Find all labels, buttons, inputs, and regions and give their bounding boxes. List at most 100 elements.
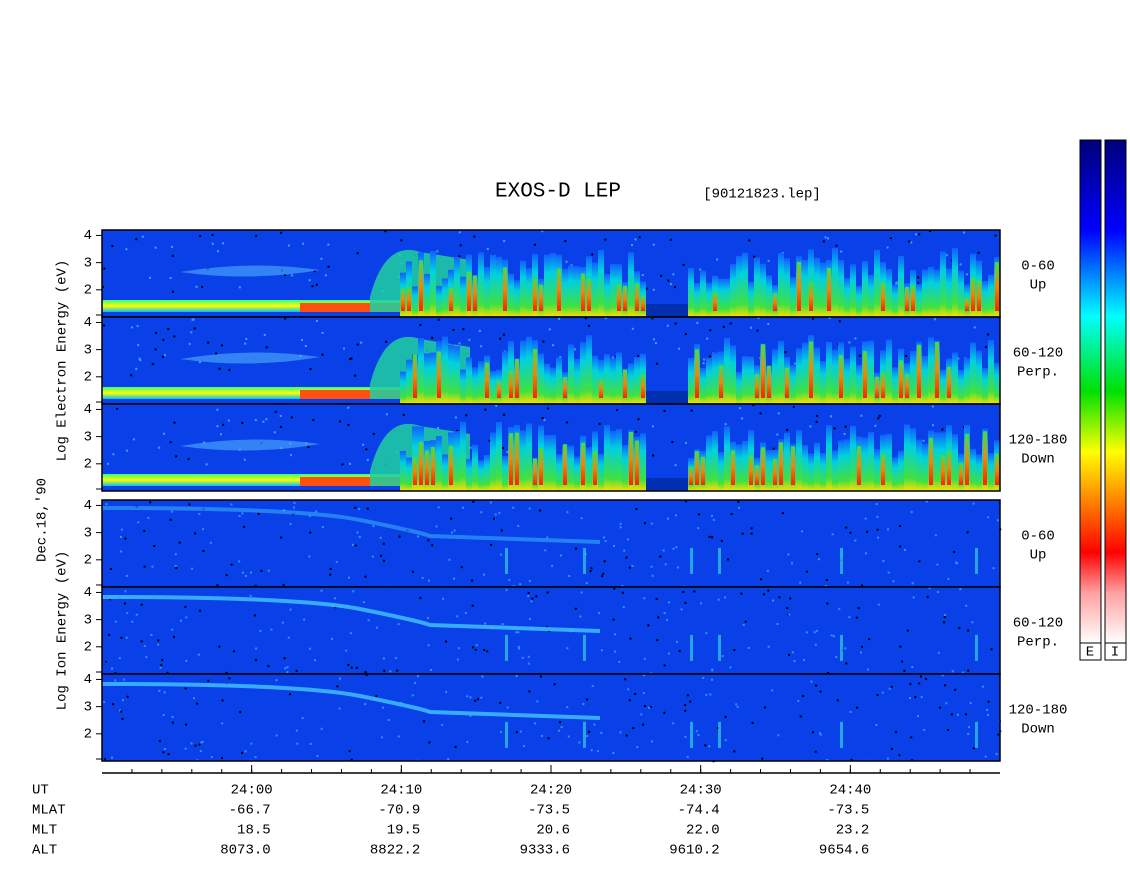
spectrogram-column [436, 286, 442, 317]
noise [289, 523, 292, 526]
noise [777, 412, 780, 415]
noise [826, 602, 829, 605]
noise [130, 374, 133, 377]
noise [154, 348, 157, 351]
noise [911, 759, 914, 762]
noise [874, 424, 877, 427]
y-tick-label: 3 [84, 255, 92, 271]
noise [712, 518, 715, 521]
panel-label: Up [1030, 278, 1047, 294]
noise [531, 597, 534, 600]
noise [911, 582, 914, 585]
noise [744, 620, 747, 623]
spectrogram-band [300, 477, 400, 486]
y-tick-label: 4 [84, 315, 92, 331]
noise [364, 671, 367, 674]
spectrogram-core [995, 262, 999, 311]
noise [997, 733, 1000, 736]
spectrogram-column [616, 429, 622, 491]
orbit-value: -70.9 [378, 803, 420, 819]
noise [462, 506, 465, 509]
spectrogram-spike [505, 634, 508, 661]
spectrogram-column [790, 365, 796, 404]
noise [517, 524, 520, 527]
panel-label: Down [1021, 722, 1055, 738]
spectrogram-column [928, 337, 934, 404]
noise [667, 279, 670, 282]
orbit-row-name: MLT [32, 823, 57, 839]
spectrogram-column [688, 357, 694, 404]
noise [238, 560, 241, 563]
orbit-value: 8073.0 [220, 843, 270, 859]
spectrogram-column [544, 363, 550, 404]
noise [729, 322, 732, 325]
panel-label: 120-180 [1009, 433, 1068, 449]
noise [631, 564, 634, 567]
spectrogram-column [478, 361, 484, 404]
noise [663, 409, 666, 412]
noise [102, 286, 105, 289]
spectrogram-column [994, 362, 1000, 404]
noise [586, 735, 589, 738]
noise [354, 506, 357, 509]
noise [351, 543, 354, 546]
noise [986, 333, 989, 336]
noise [816, 553, 819, 556]
noise [542, 340, 545, 343]
spectrogram-column [778, 340, 784, 404]
noise [777, 734, 780, 737]
noise [125, 248, 128, 251]
noise [281, 621, 284, 624]
noise [315, 510, 318, 513]
noise [166, 671, 169, 674]
noise [811, 731, 814, 734]
spectrogram-core [533, 349, 537, 398]
spectrogram-column [718, 452, 724, 491]
spectrogram-core [587, 279, 591, 311]
noise [159, 666, 162, 669]
noise [805, 631, 808, 634]
spectrogram-column [430, 352, 436, 404]
noise [635, 508, 638, 511]
y-tick-label: 4 [84, 228, 92, 244]
noise [474, 699, 477, 702]
noise [716, 727, 719, 730]
noise [339, 677, 342, 680]
noise [456, 615, 459, 618]
noise [805, 570, 808, 573]
noise [382, 657, 385, 660]
spectrogram-column [664, 477, 670, 491]
spectrogram-column [556, 357, 562, 404]
noise [364, 703, 367, 706]
noise [257, 512, 260, 515]
noise [652, 243, 655, 246]
spectrogram-core [971, 278, 975, 311]
spectrogram-core [935, 341, 939, 398]
spectrogram-column [892, 284, 898, 317]
noise [539, 509, 542, 512]
noise [905, 354, 908, 357]
noise [221, 722, 224, 725]
noise [634, 430, 637, 433]
panel-label: Perp. [1017, 365, 1059, 381]
spectrogram-column [460, 276, 466, 317]
spectrogram-column [676, 477, 682, 491]
noise [943, 614, 946, 617]
noise [981, 685, 984, 688]
spectrogram-column [826, 425, 832, 491]
spectrogram-core [629, 432, 633, 485]
noise [356, 531, 359, 534]
y-tick-label: 2 [84, 640, 92, 656]
spectrogram-core [905, 287, 909, 311]
spectrogram-column [400, 450, 406, 491]
spectrogram-core [419, 260, 423, 311]
noise [184, 687, 187, 690]
noise [566, 706, 569, 709]
noise [738, 407, 741, 410]
spectrogram-column [652, 303, 658, 317]
spectrogram-column [952, 352, 958, 404]
noise [210, 756, 213, 759]
noise [735, 703, 738, 706]
noise [174, 564, 177, 567]
noise [580, 517, 583, 520]
